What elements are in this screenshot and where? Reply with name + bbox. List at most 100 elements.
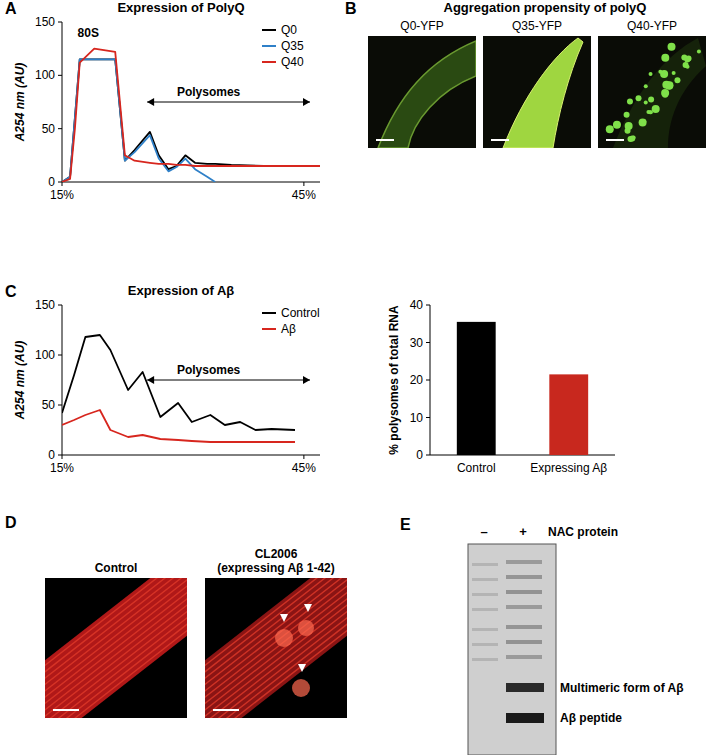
aggregate: [661, 89, 669, 97]
x-tick-label: 45%: [292, 188, 316, 202]
image-label: Q35-YFP: [512, 19, 562, 33]
striation: [45, 592, 187, 718]
y-tick-label: 100: [35, 68, 55, 82]
arrow-head: [303, 376, 310, 384]
panel-title: Aggregation propensity of polyQ: [444, 0, 647, 15]
striation: [205, 596, 347, 718]
y-tick-label: 150: [35, 15, 55, 29]
muscle: [45, 578, 187, 718]
blot: [468, 544, 556, 755]
y-tick-label: 30: [410, 336, 424, 350]
aggregate: [649, 72, 653, 76]
chart-title: Expression of PolyQ: [117, 0, 244, 15]
worm: [378, 41, 476, 148]
legend-label: Control: [281, 306, 320, 320]
striation: [208, 604, 347, 718]
y-axis: [62, 22, 63, 182]
y-tick: [426, 342, 430, 343]
y-tick: [426, 305, 430, 306]
deposit: [292, 679, 310, 697]
bar-chart: 010203040% polysomes of total RNAControl…: [387, 298, 615, 475]
band: [506, 713, 544, 723]
y-tick-label: 100: [35, 348, 55, 362]
series-line: [62, 49, 320, 182]
panel-label: B: [345, 0, 357, 17]
x-tick: [303, 182, 304, 186]
panel-label: A: [5, 0, 17, 17]
image-bg: [598, 36, 706, 148]
y-tick: [58, 455, 62, 456]
legend-swatch: [262, 29, 276, 31]
y-tick-label: 40: [410, 298, 424, 312]
worm: [503, 38, 583, 148]
x-axis: [62, 455, 320, 456]
y-tick-label: 0: [48, 448, 55, 462]
striation: [205, 584, 347, 718]
deposit: [275, 629, 293, 647]
image-label: Q0-YFP: [400, 19, 443, 33]
bar: [549, 374, 588, 455]
lane-title: NAC protein: [548, 525, 618, 539]
legend-swatch: [262, 328, 276, 330]
striation: [205, 592, 347, 718]
aggregate: [644, 84, 648, 88]
x-tick: [62, 182, 63, 186]
striation: [45, 578, 187, 712]
aggregate: [668, 43, 676, 51]
aggregate: [606, 125, 614, 133]
aggregate: [686, 65, 690, 69]
aggregate: [648, 97, 654, 103]
smear: [506, 625, 542, 629]
arrowhead: [280, 614, 288, 622]
aggregate: [674, 77, 680, 83]
y-tick: [426, 455, 430, 456]
series-line: [62, 410, 295, 442]
line-chart: AExpression of PolyQ05010015015%45%A254 …: [5, 0, 320, 202]
micrograph: [483, 36, 591, 148]
smear: [472, 608, 498, 611]
plot-area: [62, 49, 320, 182]
arrowhead: [304, 604, 312, 612]
image-bg: [368, 36, 476, 148]
y-axis: [62, 305, 63, 455]
aggregate: [613, 121, 621, 129]
y-axis-label: A254 nm (AU): [13, 341, 27, 421]
striation: [45, 584, 187, 718]
aggregate: [681, 54, 687, 60]
striation: [45, 588, 187, 718]
aggregate: [636, 95, 642, 101]
x-tick-label: Control: [457, 461, 496, 475]
x-tick-label: 45%: [292, 461, 316, 475]
legend-label: Q35: [281, 39, 304, 53]
aggregate: [697, 50, 701, 54]
legend-swatch: [262, 312, 276, 314]
micrograph: [45, 578, 187, 718]
range-label: Polysomes: [177, 363, 241, 377]
range-arrow: [147, 102, 310, 103]
x-tick-label: 15%: [50, 461, 74, 475]
legend-swatch: [262, 61, 276, 63]
panel-label: C: [5, 283, 17, 300]
aggregate: [652, 105, 660, 113]
muscle-cell: [205, 578, 347, 718]
chart-title: Expression of Aβ: [128, 283, 234, 298]
y-axis-label: A254 nm (AU): [13, 63, 27, 143]
smear: [472, 578, 498, 581]
legend-label: Q40: [281, 55, 304, 69]
aggregate: [662, 92, 668, 98]
y-tick-label: 20: [410, 373, 424, 387]
y-tick: [58, 355, 62, 356]
series-line: [62, 59, 215, 182]
lane-label: –: [480, 524, 487, 539]
striation: [48, 604, 187, 718]
x-tick: [303, 455, 304, 459]
arrowhead: [298, 664, 306, 672]
arrow-head: [303, 98, 310, 106]
aggregate: [661, 54, 669, 62]
bar: [457, 322, 496, 455]
panel-label: D: [5, 514, 17, 531]
aggregate: [644, 100, 648, 104]
legend-label: Q0: [281, 23, 297, 37]
y-tick: [426, 417, 430, 418]
panel-d: DControlCL2006(expressing Aβ 1-42): [5, 514, 384, 743]
